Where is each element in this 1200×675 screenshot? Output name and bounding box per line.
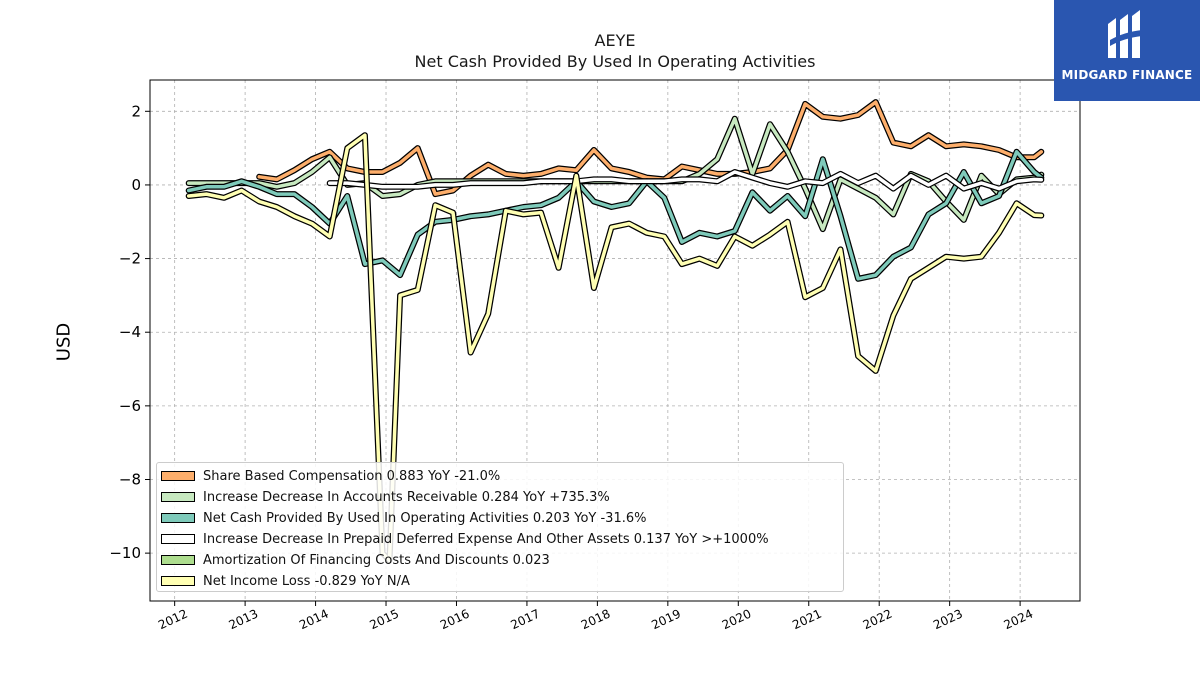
x-tick-label: 2021 — [790, 607, 824, 633]
y-tick-label: 2 — [131, 102, 141, 120]
legend-item: Amortization Of Financing Costs And Disc… — [157, 550, 843, 571]
legend-label: Increase Decrease In Prepaid Deferred Ex… — [203, 532, 769, 547]
chart-legend: Share Based Compensation 0.883 YoY -21.0… — [156, 462, 844, 592]
legend-label: Share Based Compensation 0.883 YoY -21.0… — [203, 469, 501, 484]
y-tick-label: −2 — [119, 250, 141, 268]
x-tick-label: 2015 — [368, 607, 402, 633]
y-tick-label: 0 — [131, 176, 141, 194]
y-axis-label: USD — [53, 322, 75, 362]
legend-swatch — [161, 576, 195, 586]
legend-swatch — [161, 534, 195, 544]
x-tick-label: 2022 — [861, 607, 895, 633]
legend-item: Increase Decrease In Prepaid Deferred Ex… — [157, 529, 843, 550]
x-tick-label: 2019 — [649, 607, 683, 633]
x-tick-label: 2024 — [1002, 607, 1036, 633]
x-tick-label: 2020 — [720, 607, 754, 633]
legend-item: Share Based Compensation 0.883 YoY -21.0… — [157, 466, 843, 487]
midgard-logo-icon — [1108, 10, 1142, 58]
brand-name: MIDGARD FINANCE — [1061, 68, 1193, 82]
series-lines — [185, 99, 1045, 564]
y-tick-label: −6 — [119, 397, 141, 415]
legend-item: Net Income Loss -0.829 YoY N/A — [157, 571, 843, 592]
brand-logo: MIDGARD FINANCE — [1054, 0, 1200, 101]
x-tick-label: 2023 — [931, 607, 965, 633]
legend-label: Amortization Of Financing Costs And Disc… — [203, 553, 550, 568]
x-tick-label: 2014 — [297, 607, 331, 633]
series-line-3 — [327, 170, 1044, 191]
x-tick-label: 2018 — [579, 607, 613, 633]
x-tick-label: 2017 — [508, 607, 542, 633]
x-tick-label: 2012 — [156, 607, 190, 633]
x-axis-ticks: 2012 2013 2014 2015 2016 2017 2018 2019 2020 2021… — [156, 601, 1035, 632]
series-line-5 — [186, 133, 1044, 563]
legend-label: Net Cash Provided By Used In Operating A… — [203, 511, 647, 526]
x-tick-label: 2016 — [438, 607, 472, 633]
legend-swatch — [161, 492, 195, 502]
legend-item: Net Cash Provided By Used In Operating A… — [157, 508, 843, 529]
x-tick-label: 2013 — [227, 607, 261, 633]
legend-swatch — [161, 513, 195, 523]
y-tick-label: −10 — [109, 544, 141, 562]
legend-label: Net Income Loss -0.829 YoY N/A — [203, 574, 410, 589]
legend-swatch — [161, 471, 195, 481]
chart-subtitle: Net Cash Provided By Used In Operating A… — [414, 52, 816, 71]
chart-title: AEYE — [594, 31, 636, 50]
plot-area-frame — [149, 79, 1081, 602]
legend-item: Increase Decrease In Accounts Receivable… — [157, 487, 843, 508]
legend-swatch — [161, 555, 195, 565]
y-tick-label: −4 — [119, 323, 141, 341]
y-axis-ticks: 2 0 −2 −4 −6 −8 −10 — [109, 102, 150, 562]
legend-label: Increase Decrease In Accounts Receivable… — [203, 490, 610, 505]
y-tick-label: −8 — [119, 470, 141, 488]
